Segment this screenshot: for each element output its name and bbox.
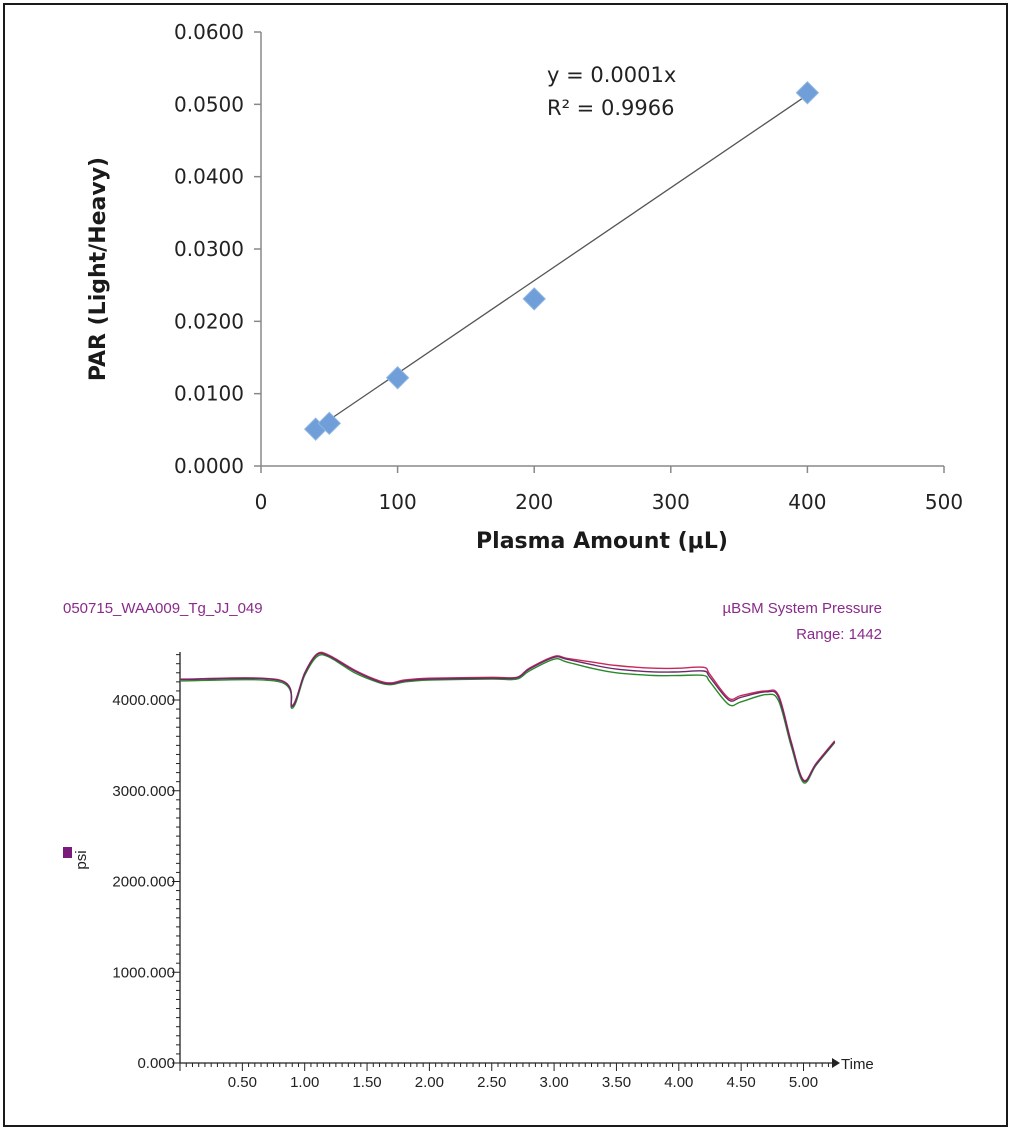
data-points [303,81,820,441]
trendline-equation: y = 0.0001x [547,63,676,87]
x-tick-label: 0 [255,490,268,514]
chartB-minor-ticks [172,654,829,1071]
x-tick-label: 300 [652,490,690,514]
trace-title-label: µBSM System Pressure [722,600,882,617]
y-tick-label: 0.0000 [174,454,244,478]
y-tick-label: 0.0600 [174,20,244,44]
sample-name-label: 050715_WAA009_Tg_JJ_049 [63,600,263,617]
x-tick-label: 1.00 [290,1074,319,1091]
x-tick-label: 1.50 [352,1074,381,1091]
y-tick-label: 0.000 [137,1055,175,1072]
pressure-series-line-3 [179,652,836,783]
x-tick-label: 4.50 [727,1074,756,1091]
psi-legend-swatch [63,847,72,858]
figure-frame: 0.0000 0.0100 0.0200 0.0300 0.0400 0.0500 0.06… [3,3,1008,1127]
data-point-diamond [317,411,342,436]
chartA-y-axis-title: PAR (Light/Heavy) [86,157,111,381]
figure-canvas: 0.00000.01000.02000.03000.04000.05000.06… [63,20,963,1091]
chartA-y-ticks: 0.0000 0.0100 0.0200 0.0300 0.0400 0.0500 0.06… [174,20,261,478]
y-tick-label: 2000.000 [112,874,175,891]
y-tick-label: 0.0300 [174,237,244,261]
x-tick-label: 3.50 [602,1074,631,1091]
y-tick-label: 0.0500 [174,92,244,116]
x-tick-label: 200 [515,490,553,514]
chartA-x-axis-title: Plasma Amount (μL) [476,529,728,554]
pressure-series-line-1 [179,651,836,782]
chartB-y-axis-title: psi [73,850,90,869]
x-tick-label: 3.00 [539,1074,568,1091]
x-axis-arrow [832,1058,840,1068]
data-point-diamond [385,366,410,390]
y-tick-label: 4000.000 [112,692,175,709]
y-tick-label: 0.0100 [174,382,244,406]
x-tick-label: 100 [379,490,417,514]
y-tick-label: 0.0400 [174,165,244,189]
x-tick-label: 500 [925,490,963,514]
x-tick-label: 0.50 [228,1074,257,1091]
x-tick-label: 2.50 [477,1074,506,1091]
pressure-series [179,651,836,784]
y-tick-label: 0.0200 [174,309,244,333]
y-tick-label: 3000.000 [112,783,175,800]
pressure-trace-chart: 050715_WAA009_Tg_JJ_049 µBSM System Pres… [63,600,882,1091]
range-label: Range: 1442 [796,626,882,643]
data-point-diamond [522,287,546,311]
chartB-x-ticks: 0.50 1.00 1.50 2.00 2.50 3.00 3.50 4.00 4.50 5.00 [228,1074,818,1091]
calibration-scatter-chart: 0.0000 0.0100 0.0200 0.0300 0.0400 0.0500 0.06… [86,20,963,554]
chartB-y-ticks: 0.000 1000.000 2000.000 3000.000 4000.000 [112,692,175,1072]
chartA-x-ticks: 0 100 200 300 400 500 [255,466,963,514]
y-tick-label: 1000.000 [112,964,175,981]
pressure-series-line-2 [179,653,836,784]
x-tick-label: 2.00 [415,1074,444,1091]
x-tick-label: 400 [788,490,826,514]
x-tick-label: 4.00 [664,1074,693,1091]
r-squared-label: R² = 0.9966 [547,96,674,120]
chartB-x-axis-title: Time [841,1056,874,1073]
x-tick-label: 5.00 [789,1074,818,1091]
data-point-diamond [795,81,820,105]
